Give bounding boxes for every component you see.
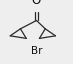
Text: Br: Br xyxy=(31,46,42,56)
Text: O: O xyxy=(32,0,41,7)
